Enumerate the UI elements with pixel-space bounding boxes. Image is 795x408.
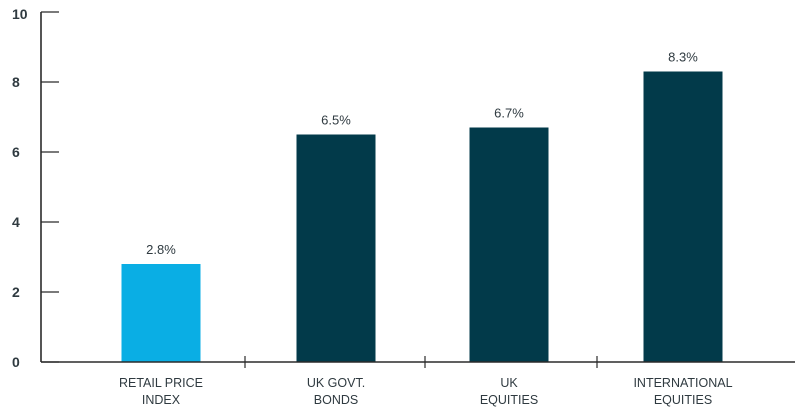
x-tick-label-1-line-0: UK GOVT.	[307, 376, 365, 390]
x-tick-label-1-line-1: BONDS	[314, 393, 358, 407]
y-tick-label-3: 6	[12, 144, 20, 160]
bars-group	[121, 71, 723, 362]
bar-3	[643, 71, 723, 362]
y-tick-label-5: 10	[12, 6, 28, 22]
bar-0	[121, 264, 201, 362]
data-label-2: 6.7%	[494, 106, 524, 121]
data-label-0: 2.8%	[146, 242, 176, 257]
x-tick-label-0-line-0: RETAIL PRICE	[119, 376, 203, 390]
data-label-1: 6.5%	[321, 113, 351, 128]
x-tick-label-3-line-0: INTERNATIONAL	[633, 376, 732, 390]
x-tick-label-3-line-1: EQUITIES	[654, 393, 712, 407]
data-labels-group: 2.8% 6.5% 6.7% 8.3%	[146, 50, 698, 258]
y-ticks-group: 0 2 4 6 8 10	[12, 6, 59, 370]
x-labels-group: RETAIL PRICE INDEX UK GOVT. BONDS UK EQUITIES…	[119, 376, 733, 407]
y-tick-label-0: 0	[12, 354, 20, 370]
y-tick-label-1: 2	[12, 284, 20, 300]
x-tick-label-2-line-0: UK	[500, 376, 518, 390]
y-tick-label-2: 4	[12, 214, 20, 230]
x-ticks-group	[244, 356, 598, 368]
x-tick-label-2-line-1: EQUITIES	[480, 393, 538, 407]
y-tick-label-4: 8	[12, 74, 20, 90]
data-label-3: 8.3%	[668, 50, 698, 65]
bar-1	[296, 134, 376, 362]
bar-2	[469, 127, 549, 362]
x-tick-label-0-line-1: INDEX	[142, 393, 181, 407]
